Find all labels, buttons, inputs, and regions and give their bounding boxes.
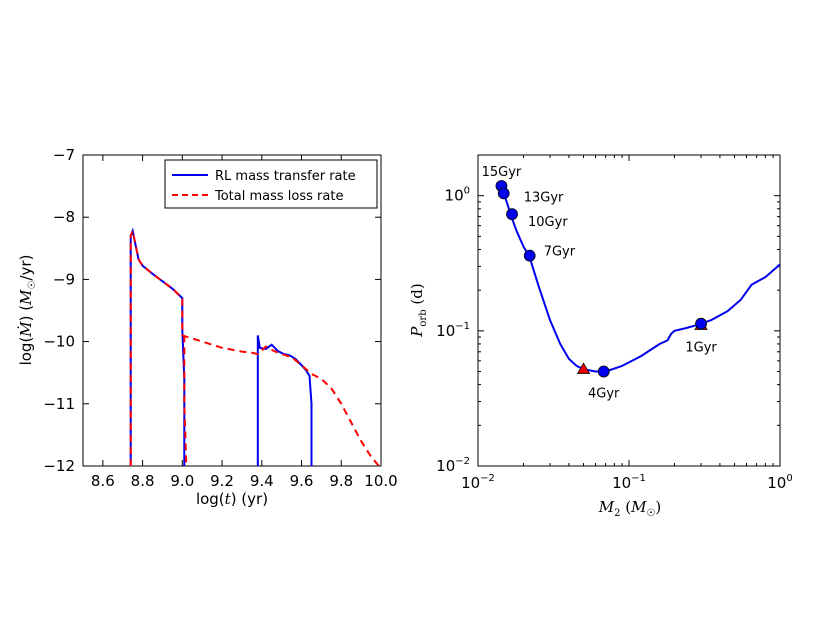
age-label-13Gyr: 13Gyr [524,190,564,205]
left-xtick-label: 10.0 [364,472,397,490]
left-xtick-label: 9.4 [250,472,274,490]
right-xtick-label: 10−1 [612,473,646,492]
legend-box [164,159,378,209]
right-xlabel: M2 (M☉) [598,498,662,519]
right-ylabel: Porb (d) [408,283,429,337]
left-ytick-label: −12 [43,457,75,475]
circle-marker-13Gyr [497,187,510,200]
left-xtick-label: 9.0 [170,472,194,490]
legend: RL mass transfer rate Total mass loss ra… [164,159,378,209]
legend-label-total: Total mass loss rate [214,189,343,204]
right-ytick-label: 100 [445,186,470,205]
circle-marker-1Gyr [695,317,707,330]
left-ytick-label: −7 [53,146,75,164]
age-label-10Gyr: 10Gyr [528,215,568,230]
right-ticks: 10−2 10−1 100 10−2 10−1 100 [436,154,793,492]
age-label-1Gyr: 1Gyr [685,341,717,356]
left-xtick-label: 9.2 [210,472,234,490]
left-ytick-label: −10 [43,333,75,351]
left-xtick-label: 8.8 [131,472,155,490]
circle-marker-10Gyr [506,208,518,221]
circle-marker-4Gyr [597,365,610,378]
right-series-line-0 [500,184,780,373]
left-series-line-2 [183,335,188,466]
left-xtick-label: 9.8 [329,472,353,490]
right-xtick-label: 10−2 [461,473,495,492]
left-xlabel: log(t) (yr) [196,490,268,508]
right-series-group [500,184,780,373]
right-markers [495,180,708,378]
age-label-7Gyr: 7Gyr [544,245,576,260]
right-ytick-label: 10−1 [436,321,470,340]
triangle-marker [576,362,591,374]
circle-marker-7Gyr [523,249,536,262]
left-ylabel: log(Ṁ) (M☉/yr) [17,255,38,366]
left-xtick-label: 8.6 [91,472,115,490]
legend-label-rl: RL mass transfer rate [215,169,356,184]
left-ticks: 8.6 8.8 9.0 9.2 9.4 9.6 9.8 10.0 −12 −11 −10 −9 −8 −7 [43,146,397,490]
age-label-15Gyr: 15Gyr [482,165,522,180]
left-ytick-label: −9 [53,270,75,288]
right-xtick-label: 100 [767,473,792,492]
left-panel-mass-loss-rate: 8.6 8.8 9.0 9.2 9.4 9.6 9.8 10.0 −12 −11 −10 −9 −8 −7… [17,146,398,508]
age-label-4Gyr: 4Gyr [588,387,620,402]
right-ytick-label: 10−2 [436,456,470,475]
left-ytick-label: −11 [43,395,75,413]
left-xtick-label: 9.6 [290,472,314,490]
left-ytick-label: −8 [53,208,75,226]
left-series-group [129,227,380,466]
